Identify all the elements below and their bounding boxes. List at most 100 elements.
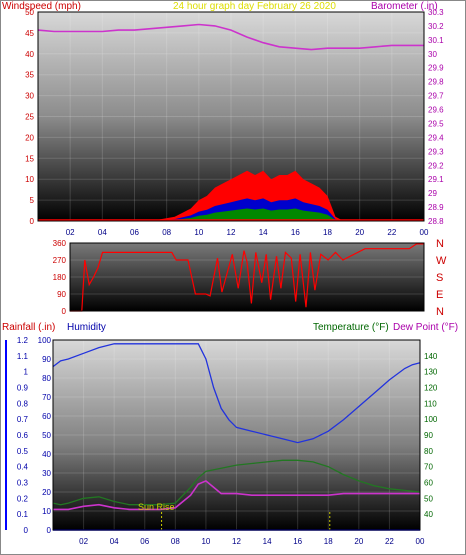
wind-direction-line <box>70 243 424 312</box>
humidity-tick-label: 40 <box>42 450 51 459</box>
chart-title: 24 hour graph day February 26 2020 <box>173 1 336 12</box>
wind-x-tick: 16 <box>291 228 300 237</box>
wind-axis-label: Windspeed (mph) <box>2 1 81 12</box>
wind-low-area <box>38 208 424 221</box>
temperature-tick-label: 130 <box>424 368 438 377</box>
humidity-x-tick: 18 <box>324 537 333 546</box>
direction-tick-label: 0 <box>62 307 67 316</box>
compass-label: N <box>436 238 444 250</box>
humidity-line <box>52 343 421 444</box>
compass-label: E <box>436 289 443 301</box>
barometer-tick-label: 30.2 <box>428 22 444 31</box>
wind-x-tick: 08 <box>162 228 171 237</box>
wind-tick-label: 35 <box>25 71 34 80</box>
temperature-y-ticks: 40 50 60 70 80 90 100 110 120 130 140 <box>424 352 438 519</box>
humidity-tick-label: 0 <box>47 526 52 535</box>
humidity-x-tick: 12 <box>232 537 241 546</box>
rainfall-tick-label: 0 <box>24 526 29 535</box>
wind-x-tick: 20 <box>355 228 364 237</box>
barometer-tick-label: 30 <box>428 50 437 59</box>
rainfall-tick-label: 0.5 <box>17 447 29 456</box>
humidity-tick-label: 20 <box>42 488 51 497</box>
compass-label: S <box>436 272 443 284</box>
barometer-tick-label: 29.2 <box>428 161 444 170</box>
rainfall-axis-label: Rainfall (.in) <box>2 322 55 333</box>
wind-x-tick: 14 <box>259 228 268 237</box>
rainfall-tick-label: 0.8 <box>17 399 29 408</box>
rainfall-tick-label: 1 <box>24 368 29 377</box>
compass-label: N <box>436 306 444 318</box>
windspeed-area <box>38 170 424 221</box>
direction-series <box>70 243 424 312</box>
wind-x-tick: 00 <box>420 228 429 237</box>
rainfall-tick-label: 0.6 <box>17 431 29 440</box>
wind-x-tick: 12 <box>227 228 236 237</box>
direction-tick-label: 360 <box>53 239 67 248</box>
barometer-tick-label: 29.8 <box>428 78 444 87</box>
humidity-plot-area <box>53 340 420 530</box>
rainfall-y-ticks: 0 0.1 0.2 0.3 0.4 0.5 0.6 0.7 0.8 0.9 1 1.1 1.2 <box>17 336 29 535</box>
humidity-x-tick: 22 <box>385 537 394 546</box>
barometer-tick-label: 29.5 <box>428 119 444 128</box>
rainfall-tick-label: 1.1 <box>17 352 29 361</box>
temperature-tick-label: 120 <box>424 384 438 393</box>
humidity-tick-label: 50 <box>42 431 51 440</box>
barometer-tick-label: 29.7 <box>428 92 444 101</box>
wind-series <box>37 23 424 221</box>
temperature-line <box>52 459 421 506</box>
sunrise-label: Sun Rise <box>138 502 175 512</box>
humidity-x-ticks: 02 04 06 08 10 12 14 16 18 20 22 00 <box>79 537 425 546</box>
direction-tick-label: 90 <box>57 290 66 299</box>
rainfall-tick-label: 0.7 <box>17 415 29 424</box>
humidity-x-tick: 02 <box>79 537 88 546</box>
humidity-x-tick: 16 <box>293 537 302 546</box>
wind-x-tick: 10 <box>194 228 203 237</box>
humidity-tick-label: 70 <box>42 393 51 402</box>
humidity-tick-label: 30 <box>42 469 51 478</box>
wind-x-tick: 06 <box>130 228 139 237</box>
temperature-tick-label: 70 <box>424 463 433 472</box>
humidity-tick-label: 80 <box>42 374 51 383</box>
temperature-axis-label: Temperature (°F) <box>313 322 389 333</box>
humidity-x-tick: 10 <box>201 537 210 546</box>
wind-x-tick: 22 <box>387 228 396 237</box>
dewpoint-line <box>53 479 420 511</box>
dewpoint-axis-label: Dew Point (°F) <box>393 322 458 333</box>
humidity-axis-label: Humidity <box>67 322 106 333</box>
rainfall-tick-label: 0.9 <box>17 384 29 393</box>
humidity-x-tick: 08 <box>171 537 180 546</box>
humidity-x-tick: 06 <box>140 537 149 546</box>
temperature-tick-label: 90 <box>424 431 433 440</box>
barometer-tick-label: 29.1 <box>428 175 444 184</box>
barometer-tick-label: 29.4 <box>428 133 444 142</box>
humidity-temperature-panel: 0 0.1 0.2 0.3 0.4 0.5 0.6 0.7 0.8 0.9 1 1.1 1.2 0 10 2… <box>2 322 458 546</box>
barometer-tick-label: 28.8 <box>428 217 444 226</box>
rainfall-tick-label: 0.2 <box>17 494 29 503</box>
temperature-tick-label: 50 <box>424 494 433 503</box>
wind-tick-label: 40 <box>25 50 34 59</box>
barometer-tick-label: 28.9 <box>428 203 444 212</box>
humidity-tick-label: 10 <box>42 507 51 516</box>
barometer-tick-label: 29.9 <box>428 64 444 73</box>
wind-tick-label: 50 <box>25 8 34 17</box>
wind-tick-label: 0 <box>30 217 35 226</box>
wind-tick-label: 5 <box>30 196 35 205</box>
direction-plot-area <box>70 243 424 311</box>
wind-tick-label: 45 <box>25 29 34 38</box>
temperature-tick-label: 80 <box>424 447 433 456</box>
wind-tick-label: 20 <box>25 133 34 142</box>
wind-tick-label: 10 <box>25 175 34 184</box>
compass-label: W <box>436 255 447 267</box>
humidity-x-tick: 04 <box>110 537 119 546</box>
humidity-tick-label: 60 <box>42 412 51 421</box>
rainfall-tick-label: 1.2 <box>17 336 29 345</box>
barometer-tick-label: 30.3 <box>428 8 444 17</box>
wind-tick-label: 15 <box>25 154 34 163</box>
direction-tick-label: 270 <box>53 256 67 265</box>
rainfall-tick-label: 0.4 <box>17 463 29 472</box>
humidity-x-tick: 14 <box>263 537 272 546</box>
